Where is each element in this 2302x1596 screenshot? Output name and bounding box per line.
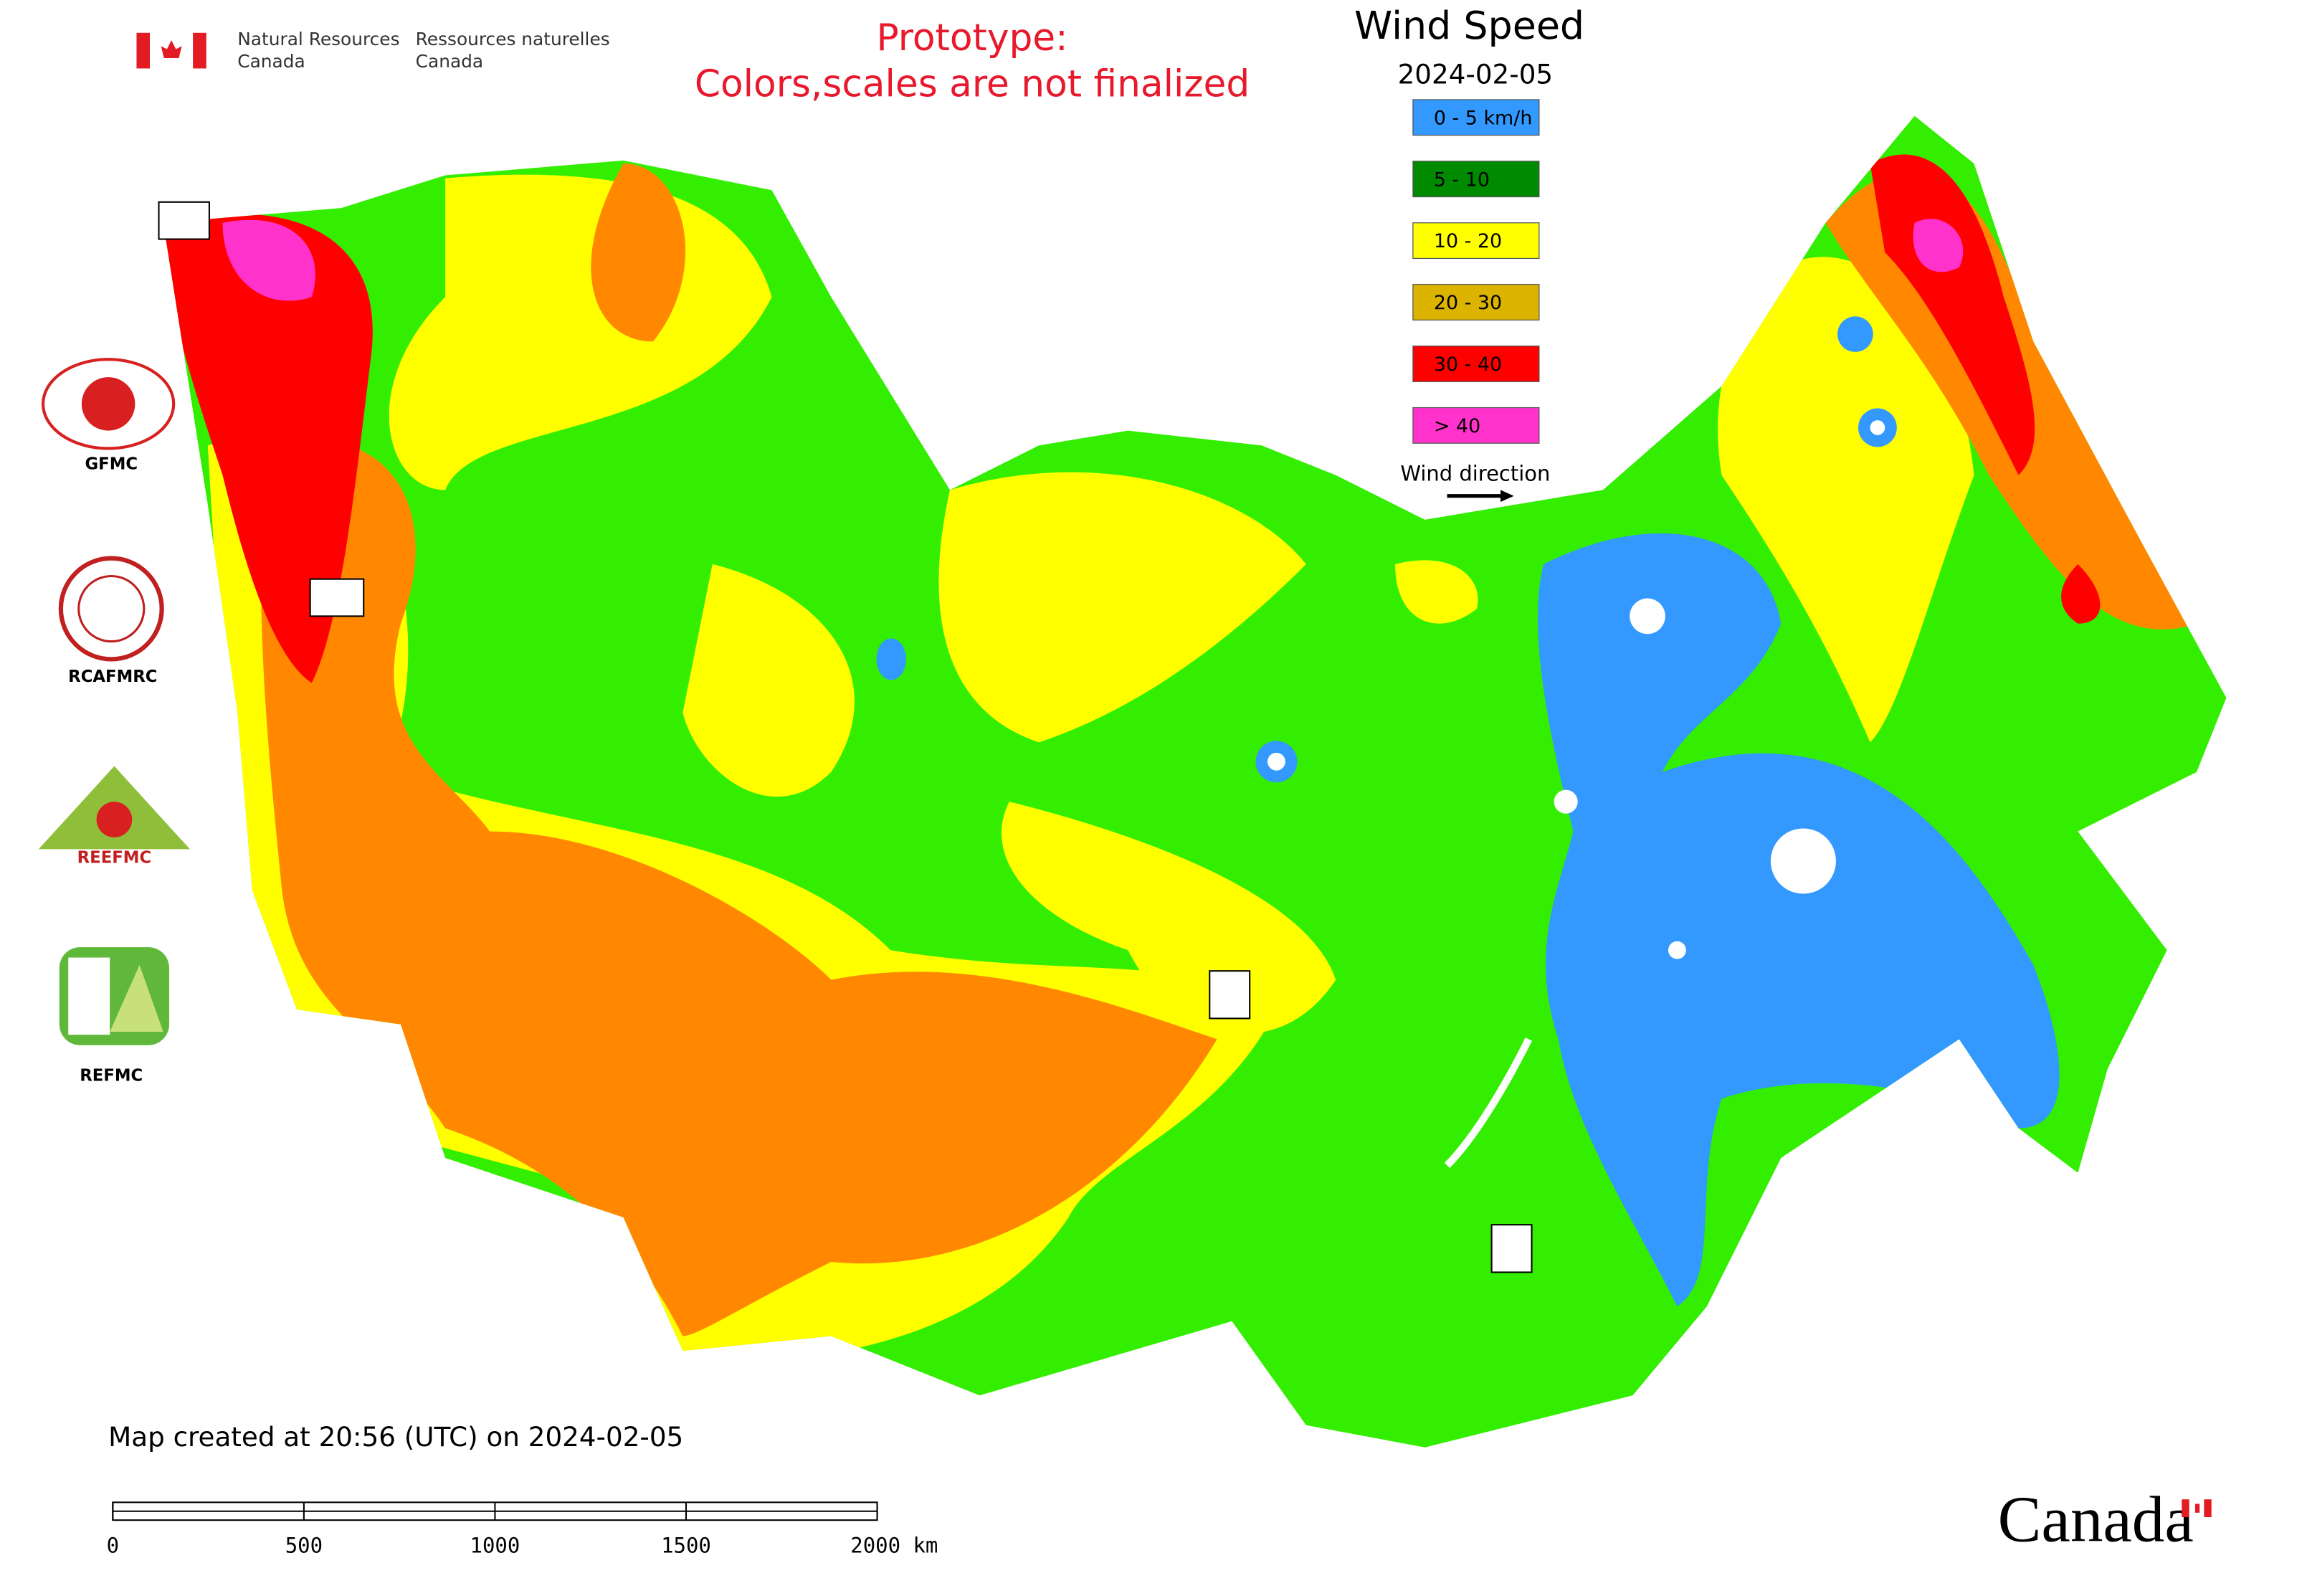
logo-label: GFMC <box>85 455 138 474</box>
agency-fr: Ressources naturelles <box>416 29 610 49</box>
agency-fr: Canada <box>416 51 483 72</box>
agency-en: Natural Resources <box>237 29 399 49</box>
legend: 0 - 5 km/h 5 - 10 10 - 20 20 - 30 30 - 40 > 4… <box>1412 99 1540 444</box>
legend-swatch <box>1412 161 1540 198</box>
legend-label: > 40 <box>1434 415 1480 437</box>
scale-label: 1000 <box>470 1533 520 1557</box>
scale-label: 500 <box>285 1533 323 1557</box>
legend-label: 30 - 40 <box>1434 353 1502 376</box>
scale-label: 2000 km <box>850 1533 938 1557</box>
center-marker <box>158 201 1533 1273</box>
scale-bar: 0 500 1000 1500 2000 km <box>107 1501 938 1557</box>
notice: Colors,scales are not finalized <box>695 62 1250 105</box>
legend-swatch <box>1412 345 1540 382</box>
map-title: Wind Speed <box>1354 3 1584 48</box>
legend-label: 10 - 20 <box>1434 230 1502 252</box>
legend-label: 0 - 5 km/h <box>1434 107 1533 129</box>
legend-label: 5 - 10 <box>1434 168 1490 191</box>
legend-swatch <box>1412 284 1540 320</box>
notice: Prototype: <box>876 16 1067 60</box>
legend-swatch <box>1412 99 1540 136</box>
scale-label: 1500 <box>661 1533 711 1557</box>
legend-swatch <box>1412 407 1540 444</box>
logo-refmc <box>59 947 170 1045</box>
logo-label: RCAFMRC <box>68 668 157 686</box>
created-note: Map created at 20:56 (UTC) on 2024-02-05 <box>108 1421 683 1453</box>
flag-logo <box>136 32 206 69</box>
wind-direction-label: Wind direction <box>1400 462 1550 486</box>
scale-label: 0 <box>107 1533 119 1557</box>
logo-label: REEFMC <box>77 848 152 867</box>
wind-arrow <box>1447 490 1514 502</box>
logo-label: REFMC <box>80 1067 143 1086</box>
canada-wordmark: Canada <box>1998 1483 2194 1555</box>
legend-swatch <box>1412 222 1540 260</box>
logo-gfmc <box>41 358 176 450</box>
agency-en: Canada <box>237 51 305 72</box>
map-date: 2024-02-05 <box>1398 58 1553 90</box>
wordmark-flag <box>2182 1499 2212 1518</box>
legend-label: 20 - 30 <box>1434 292 1502 314</box>
logo-reefmc <box>38 766 190 850</box>
logo-rcafmrc <box>58 556 164 662</box>
